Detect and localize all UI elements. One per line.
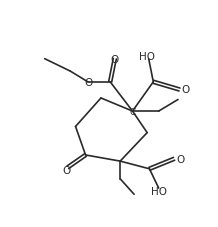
Text: O: O	[182, 85, 190, 95]
Text: HO: HO	[139, 52, 155, 62]
Text: O: O	[176, 154, 185, 164]
Text: O: O	[85, 77, 93, 87]
Text: C: C	[129, 107, 136, 116]
Text: HO: HO	[151, 186, 167, 196]
Text: O: O	[62, 166, 70, 175]
Text: O: O	[111, 54, 119, 64]
